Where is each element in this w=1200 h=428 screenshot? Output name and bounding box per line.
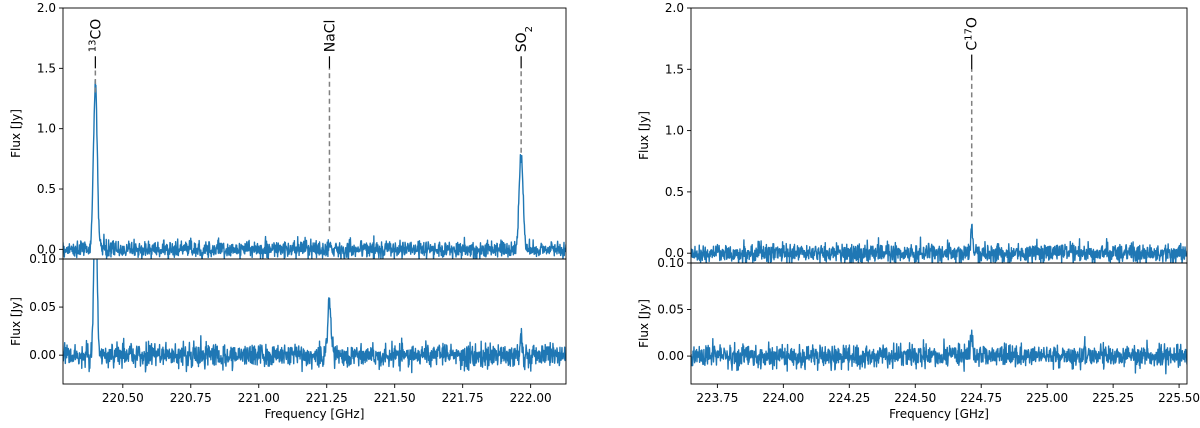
- left-bottom-xtick-label: 220.50: [102, 391, 144, 405]
- right-bottom-panel: 0.00 0.05 0.10 223.75 224.00 224.25 224.50 224.…: [637, 256, 1200, 421]
- right-bottom-xtick-label: 223.75: [696, 391, 738, 405]
- line-id-label: C17O: [963, 17, 981, 51]
- right-bottom-axes-frame: [690, 262, 1188, 385]
- left-bottom-xtick-label: 220.75: [170, 391, 212, 405]
- right-bottom-xlabel: Frequency [GHz]: [889, 407, 989, 421]
- right-bottom-ytick-label: 0.05: [657, 303, 684, 317]
- left-top-ytick-label: 0.5: [37, 182, 56, 196]
- left-top-ytick-label: 0.0: [37, 242, 56, 256]
- left-top-spectrum-line: [63, 79, 566, 259]
- right-bottom-xtick-label: 224.50: [894, 391, 936, 405]
- right-bottom-xtick-label: 224.25: [828, 391, 870, 405]
- right-top-ytick-label: 0.5: [665, 185, 684, 199]
- left-top-ylabel: Flux [Jy]: [9, 109, 23, 158]
- left-top-panel: 0.0 0.5 1.0 1.5 2.0 Flux [Jy] 13CO NaCl SO2: [9, 1, 567, 260]
- right-bottom-ytick-label: 0.00: [657, 349, 684, 363]
- left-bottom-axes-frame: [62, 258, 567, 385]
- left-bottom-ytick-label: 0.00: [29, 348, 56, 362]
- right-bottom-ytick-label: 0.10: [657, 256, 684, 270]
- right-top-axes-frame: [690, 7, 1188, 264]
- right-top-ylabel: Flux [Jy]: [637, 111, 651, 160]
- left-bottom-ylabel: Flux [Jy]: [9, 297, 23, 346]
- right-top-ytick-label: 1.0: [665, 124, 684, 138]
- left-top-ytick-label: 2.0: [37, 1, 56, 15]
- left-bottom-xtick-label: 221.25: [306, 391, 348, 405]
- right-top-panel: 0.0 0.5 1.0 1.5 2.0 Flux [Jy] C17O: [637, 1, 1188, 264]
- right-bottom-xtick-label: 225.50: [1158, 391, 1200, 405]
- right-top-ytick-label: 0.0: [665, 246, 684, 260]
- right-bottom-spectrum-line: [691, 329, 1187, 375]
- right-top-spectrum-line: [691, 223, 1187, 263]
- left-bottom-ytick-label: 0.05: [29, 300, 56, 314]
- line-id-label: SO2: [514, 26, 535, 52]
- line-id-label: 13CO: [87, 19, 105, 53]
- left-bottom-xlabel: Frequency [GHz]: [265, 407, 365, 421]
- right-bottom-xtick-label: 224.00: [762, 391, 804, 405]
- right-bottom-ylabel: Flux [Jy]: [637, 299, 651, 348]
- left-top-ytick-label: 1.5: [37, 61, 56, 75]
- right-bottom-xtick-label: 225.00: [1026, 391, 1068, 405]
- left-top-axes-frame: [62, 7, 567, 260]
- right-bottom-xtick-label: 224.75: [960, 391, 1002, 405]
- left-bottom-spectrum-line: [63, 259, 566, 374]
- left-bottom-panel: 0.00 0.05 0.10 220.50 220.75 221.00 221.25 221.…: [9, 252, 567, 421]
- left-bottom-ytick-label: 0.10: [29, 252, 56, 266]
- right-top-ytick-label: 2.0: [665, 1, 684, 15]
- left-bottom-xtick-label: 221.75: [442, 391, 484, 405]
- line-id-label: NaCl: [322, 20, 338, 53]
- left-bottom-xtick-label: 222.00: [510, 391, 552, 405]
- right-top-ytick-label: 1.5: [665, 62, 684, 76]
- right-bottom-xtick-label: 225.25: [1092, 391, 1134, 405]
- left-bottom-xtick-label: 221.00: [238, 391, 280, 405]
- left-bottom-xtick-label: 221.50: [374, 391, 416, 405]
- left-top-ytick-label: 1.0: [37, 122, 56, 136]
